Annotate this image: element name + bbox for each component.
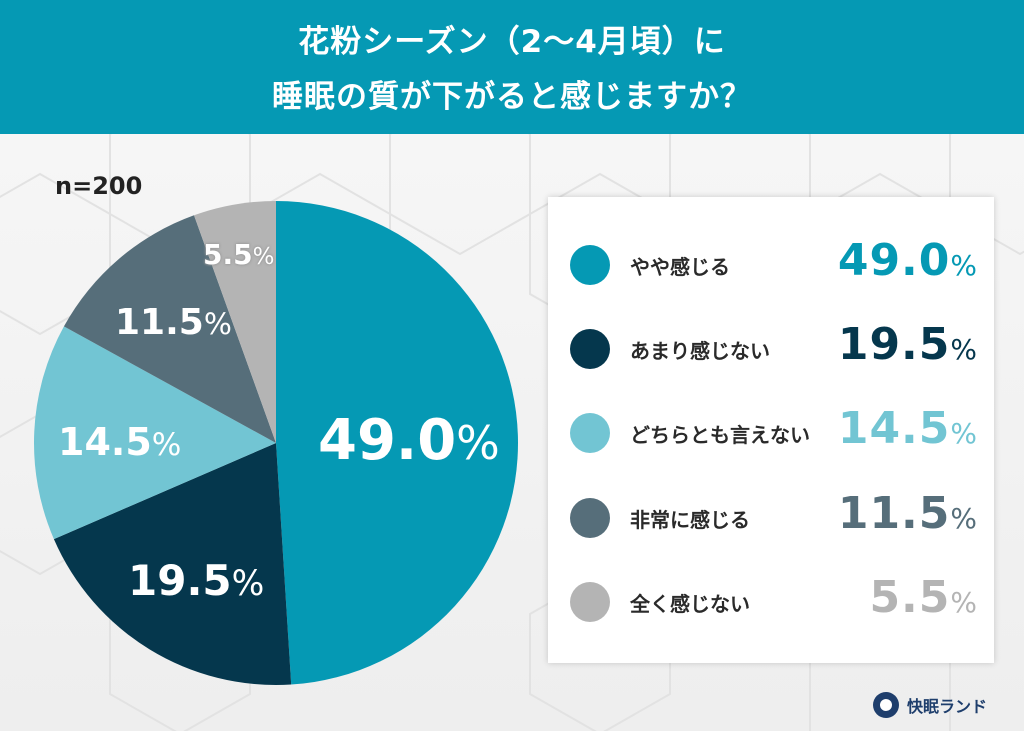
legend-label: どちらとも言えない (630, 423, 810, 447)
legend-label: あまり感じない (630, 339, 770, 363)
legend-item: あまり感じない 19.5% (548, 319, 994, 379)
pie-label-slice-4: 5.5% (203, 238, 275, 271)
sample-size: n=200 (55, 172, 143, 200)
legend-item: 全く感じない 5.5% (548, 572, 994, 632)
chart-title-line2: 睡眠の質が下がると感じますか？ (272, 79, 752, 115)
legend-value: 11.5% (837, 488, 978, 539)
legend-label: 非常に感じる (630, 508, 750, 532)
pie-label-slice-3: 11.5% (115, 302, 232, 343)
legend-panel: やや感じる 49.0% あまり感じない 19.5% どちらとも言えない 14.5… (548, 197, 994, 663)
legend-value: 49.0% (837, 235, 978, 286)
legend-swatch (570, 245, 610, 285)
legend-swatch (570, 582, 610, 622)
pie-slice (33, 326, 276, 540)
legend-label: 全く感じない (630, 592, 750, 616)
pie-slice (63, 215, 277, 443)
legend-swatch (570, 498, 610, 538)
legend-value: 14.5% (837, 403, 978, 454)
brand-logo-icon (873, 692, 899, 718)
legend-item: やや感じる 49.0% (548, 235, 994, 295)
pie-label-slice-0: 49.0% (318, 408, 500, 473)
legend-item: どちらとも言えない 14.5% (548, 403, 994, 463)
pie-slice (194, 201, 276, 443)
pie-slice (276, 201, 518, 685)
chart-title-banner: 花粉シーズン（2〜4月頃）に 睡眠の質が下がると感じますか？ (0, 0, 1024, 134)
legend-swatch (570, 329, 610, 369)
pie-slice (53, 443, 292, 685)
brand-logo-text: 快眠ランド (907, 697, 988, 716)
pie-label-slice-1: 19.5% (128, 556, 265, 605)
legend-value: 5.5% (869, 572, 978, 623)
legend-item: 非常に感じる 11.5% (548, 488, 994, 548)
legend-swatch (570, 413, 610, 453)
chart-title-line1: 花粉シーズン（2〜4月頃）に (298, 24, 726, 60)
brand-logo: 快眠ランド (873, 690, 987, 720)
legend-label: やや感じる (630, 255, 730, 279)
pie-label-slice-2: 14.5% (58, 420, 182, 464)
legend-value: 19.5% (837, 319, 978, 370)
